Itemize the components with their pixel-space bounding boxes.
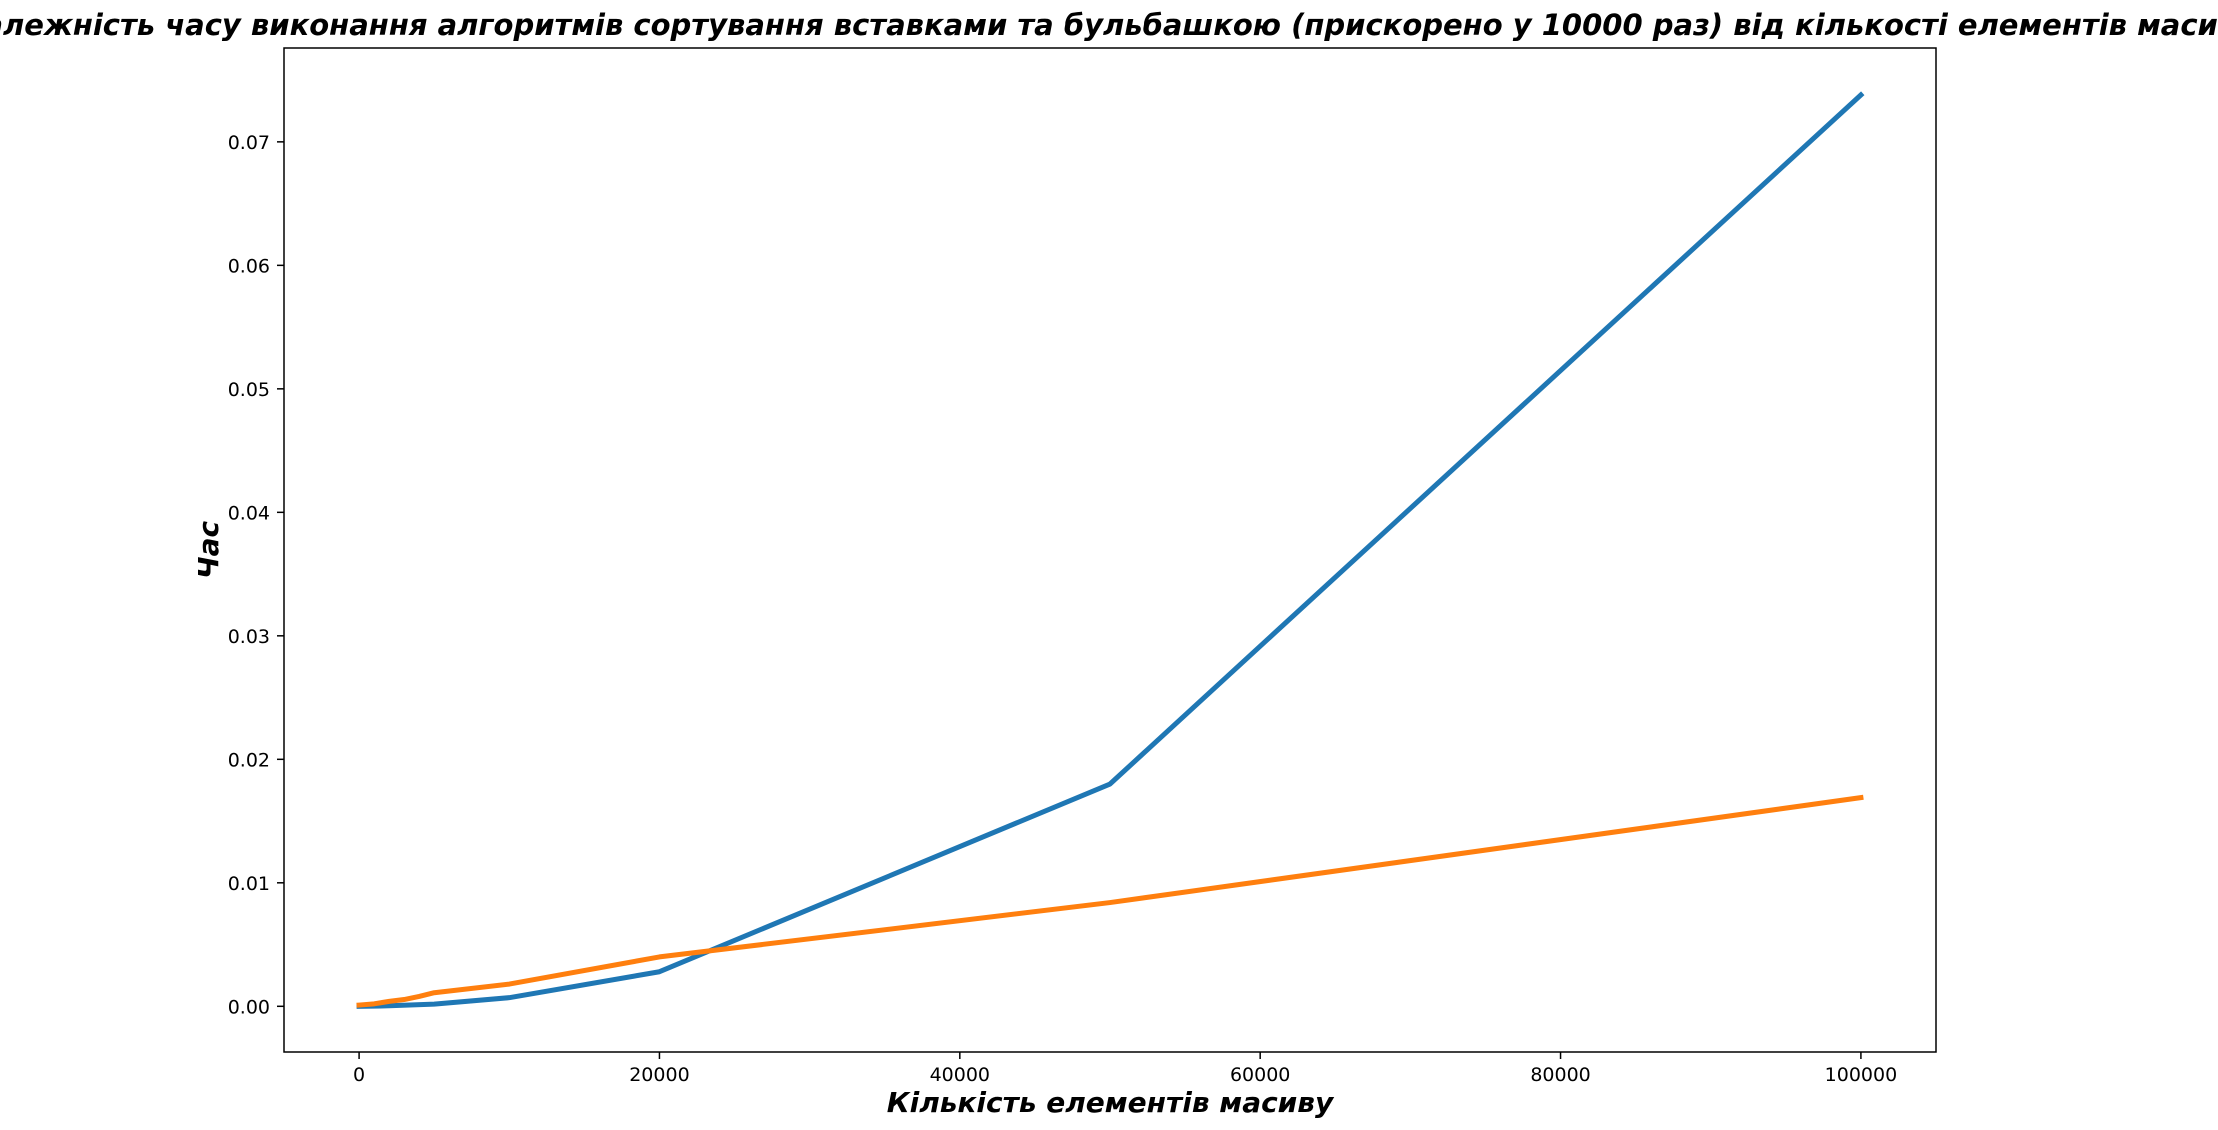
y-tick-label: 0.00 — [228, 996, 270, 1018]
series-line-1 — [356, 91, 1865, 1009]
plot-frame — [283, 47, 1937, 1053]
x-tick-label: 40000 — [930, 1064, 990, 1086]
y-axis-ticks: 0.00 0.01 0.02 0.03 0.04 0.05 0.06 0.07 — [228, 132, 284, 1018]
x-tick-label: 60000 — [1230, 1064, 1290, 1086]
x-tick-label: 80000 — [1530, 1064, 1590, 1086]
series-line-2 — [356, 794, 1864, 1008]
series-layer — [356, 91, 1865, 1009]
x-tick-label: 0 — [353, 1064, 365, 1086]
chart-title: Залежність часу виконання алгоритмів сор… — [0, 8, 2218, 42]
x-tick-label: 20000 — [629, 1064, 689, 1086]
y-tick-label: 0.06 — [228, 255, 270, 277]
y-tick-label: 0.01 — [228, 873, 270, 895]
y-tick-label: 0.04 — [228, 502, 270, 524]
y-axis-label: Час — [192, 521, 225, 580]
x-axis-label: Кількість елементів масиву — [887, 1086, 1335, 1119]
y-tick-label: 0.02 — [228, 749, 270, 771]
x-tick-label: 100000 — [1825, 1064, 1898, 1086]
y-tick-label: 0.07 — [228, 132, 270, 154]
y-tick-label: 0.05 — [228, 379, 270, 401]
y-tick-label: 0.03 — [228, 626, 270, 648]
x-axis-ticks: 0 20000 40000 60000 80000 100000 — [353, 1052, 1897, 1086]
